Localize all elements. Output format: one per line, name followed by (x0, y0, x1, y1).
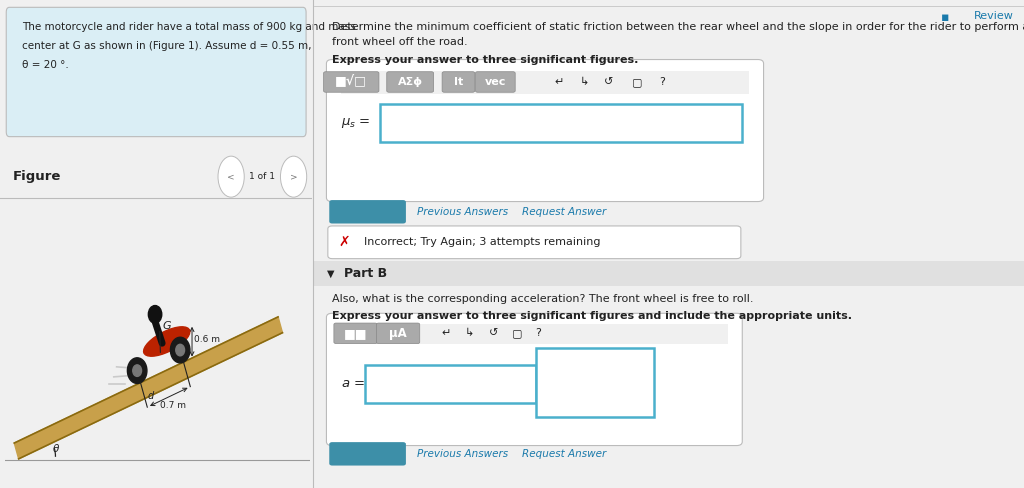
Text: ■■: ■■ (344, 327, 368, 340)
Text: It: It (454, 77, 463, 87)
Text: 2.155: 2.155 (377, 374, 428, 392)
FancyBboxPatch shape (536, 348, 653, 417)
Text: Express your answer to three significant figures.: Express your answer to three significant… (332, 55, 639, 64)
FancyBboxPatch shape (327, 313, 742, 446)
Ellipse shape (143, 327, 189, 356)
Text: Incorrect; Try Again; 3 attempts remaining: Incorrect; Try Again; 3 attempts remaini… (365, 237, 600, 247)
FancyBboxPatch shape (380, 104, 742, 142)
FancyBboxPatch shape (330, 200, 406, 224)
Text: ?: ? (535, 328, 541, 338)
FancyBboxPatch shape (442, 72, 475, 92)
Circle shape (176, 345, 184, 356)
FancyBboxPatch shape (366, 365, 537, 403)
Text: 2: 2 (581, 354, 587, 364)
Text: $\mu_s$ =: $\mu_s$ = (341, 116, 371, 130)
Bar (341, 71, 750, 94)
Text: ↵: ↵ (555, 77, 564, 87)
Text: ↳: ↳ (464, 328, 474, 338)
Bar (314, 261, 1024, 286)
Text: ↳: ↳ (580, 77, 589, 87)
Text: The motorcycle and rider have a total mass of 900 kg and mass: The motorcycle and rider have a total ma… (22, 22, 355, 32)
Text: ▢: ▢ (512, 328, 522, 338)
Circle shape (170, 337, 189, 363)
Text: Previous Answers: Previous Answers (417, 449, 508, 459)
Text: Request Answer: Request Answer (521, 449, 606, 459)
FancyBboxPatch shape (327, 60, 764, 202)
Text: ▪: ▪ (941, 11, 949, 24)
Text: 0.13: 0.13 (391, 114, 431, 132)
Circle shape (218, 156, 245, 197)
Text: ↵: ↵ (441, 328, 451, 338)
Text: center at G as shown in (Figure 1). Assume d = 0.55 m,: center at G as shown in (Figure 1). Assu… (22, 41, 311, 51)
Text: $\theta$: $\theta$ (52, 442, 60, 454)
Text: ▢: ▢ (632, 77, 642, 87)
FancyBboxPatch shape (330, 442, 406, 466)
Text: Request Answer: Request Answer (521, 207, 606, 217)
Circle shape (148, 305, 162, 323)
Text: m: m (562, 360, 575, 374)
Text: <: < (227, 172, 234, 181)
Text: $G$: $G$ (162, 319, 172, 331)
FancyBboxPatch shape (6, 7, 306, 137)
FancyBboxPatch shape (324, 72, 379, 92)
FancyBboxPatch shape (377, 323, 420, 344)
Text: 0.6 m: 0.6 m (195, 335, 220, 344)
Text: Submit: Submit (345, 449, 390, 459)
Text: θ = 20 °.: θ = 20 °. (22, 60, 69, 70)
FancyBboxPatch shape (334, 323, 377, 344)
Text: Figure: Figure (12, 170, 60, 183)
Text: Determine the minimum coefficient of static friction between the rear wheel and : Determine the minimum coefficient of sta… (332, 22, 1024, 32)
Text: $d$: $d$ (147, 389, 156, 401)
Text: 1 of 1: 1 of 1 (250, 172, 275, 181)
Polygon shape (14, 317, 283, 459)
Text: ■√□: ■√□ (335, 76, 368, 88)
Circle shape (281, 156, 307, 197)
Text: ↺: ↺ (488, 328, 498, 338)
Circle shape (133, 365, 141, 376)
Text: front wheel off the road.: front wheel off the road. (332, 37, 468, 47)
Text: 0.7 m: 0.7 m (160, 401, 185, 410)
Text: ↺: ↺ (604, 77, 613, 87)
Text: s: s (565, 386, 572, 400)
Circle shape (127, 358, 146, 384)
Text: ?: ? (659, 77, 665, 87)
Text: Review: Review (974, 11, 1014, 20)
Text: ▼: ▼ (327, 268, 335, 278)
Text: >: > (290, 172, 297, 181)
FancyBboxPatch shape (475, 72, 515, 92)
Bar (341, 324, 728, 344)
Text: Previous Answers: Previous Answers (417, 207, 508, 217)
Text: ✗: ✗ (338, 235, 350, 249)
Text: Submit: Submit (345, 207, 390, 217)
Text: Part B: Part B (344, 267, 387, 280)
Text: vec: vec (484, 77, 506, 87)
Text: μA: μA (389, 327, 407, 340)
FancyBboxPatch shape (387, 72, 433, 92)
Text: AΣϕ: AΣϕ (397, 77, 423, 87)
Text: $a$ =: $a$ = (341, 377, 366, 389)
Text: Also, what is the corresponding acceleration? The front wheel is free to roll.: Also, what is the corresponding accelera… (332, 294, 754, 304)
Text: Express your answer to three significant figures and include the appropriate uni: Express your answer to three significant… (332, 311, 852, 321)
FancyBboxPatch shape (328, 226, 740, 259)
